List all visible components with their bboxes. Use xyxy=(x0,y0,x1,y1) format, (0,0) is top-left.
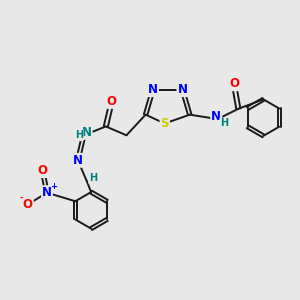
Text: H: H xyxy=(89,173,97,183)
Text: O: O xyxy=(38,164,47,177)
Text: H: H xyxy=(75,130,83,140)
Text: O: O xyxy=(23,198,33,211)
Text: N: N xyxy=(177,83,188,96)
Text: +: + xyxy=(50,182,57,191)
Text: O: O xyxy=(229,77,239,90)
Text: -: - xyxy=(20,194,23,203)
Text: H: H xyxy=(220,118,228,128)
Text: N: N xyxy=(73,154,83,167)
Text: N: N xyxy=(42,186,52,199)
Text: O: O xyxy=(107,95,117,108)
Text: S: S xyxy=(160,117,169,130)
Text: N: N xyxy=(211,110,221,123)
Text: N: N xyxy=(82,126,92,139)
Text: N: N xyxy=(148,83,158,96)
